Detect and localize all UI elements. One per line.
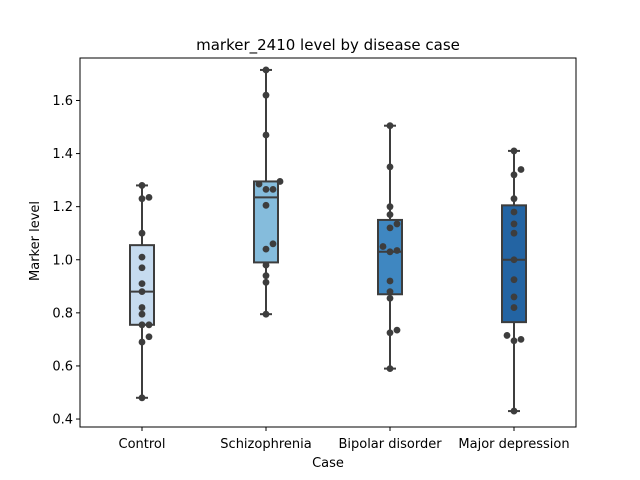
y-tick-label: 0.8 — [52, 306, 73, 321]
data-point — [262, 261, 270, 269]
data-point — [262, 245, 270, 253]
data-point — [262, 272, 270, 280]
data-point — [262, 278, 270, 286]
data-point — [138, 264, 146, 272]
data-point — [269, 186, 277, 193]
data-point — [386, 365, 394, 372]
x-axis-label: Case — [312, 456, 344, 471]
data-point — [510, 407, 518, 415]
data-point — [510, 195, 518, 203]
y-axis-label: Marker level — [28, 201, 43, 281]
data-point — [386, 329, 394, 337]
data-point — [393, 220, 401, 228]
data-point — [517, 335, 525, 343]
data-point — [510, 220, 518, 228]
data-point — [386, 211, 394, 219]
x-tick-label: Control — [119, 437, 166, 452]
x-tick-label: Major depression — [458, 437, 569, 452]
data-point — [517, 166, 525, 173]
y-tick-label: 1.4 — [52, 147, 73, 162]
data-point — [386, 288, 394, 296]
data-point — [145, 333, 153, 341]
data-point — [262, 201, 270, 209]
data-point — [510, 293, 518, 301]
y-tick-label: 1.0 — [52, 253, 73, 268]
data-point — [138, 321, 146, 329]
data-point — [503, 332, 511, 339]
data-point — [510, 337, 518, 345]
data-point — [138, 280, 146, 288]
data-point — [393, 247, 401, 254]
data-point — [262, 310, 270, 318]
data-point — [262, 91, 270, 99]
data-point — [255, 180, 263, 188]
axes-frame — [79, 57, 577, 428]
data-point — [386, 248, 394, 256]
data-point — [386, 122, 394, 130]
data-point — [393, 326, 401, 334]
data-point — [262, 66, 270, 74]
data-point — [145, 321, 153, 329]
data-point — [510, 171, 518, 179]
data-point — [262, 131, 270, 139]
x-tick-label: Bipolar disorder — [338, 437, 442, 452]
y-tick-label: 1.6 — [52, 94, 73, 109]
data-point — [510, 208, 518, 216]
chart-title: marker_2410 level by disease case — [196, 36, 460, 55]
data-point — [145, 193, 153, 201]
data-point — [510, 229, 518, 237]
data-point — [138, 253, 146, 261]
data-point — [386, 163, 394, 171]
data-point — [386, 277, 394, 285]
x-tick-label: Schizophrenia — [220, 437, 311, 452]
data-point — [276, 178, 284, 185]
data-point — [269, 240, 277, 248]
data-point — [138, 338, 146, 346]
data-point — [138, 310, 146, 318]
data-point — [138, 394, 146, 402]
data-point — [138, 195, 146, 203]
data-point — [138, 288, 146, 296]
data-point — [379, 243, 387, 250]
data-point — [386, 294, 394, 302]
y-tick-label: 0.4 — [52, 413, 73, 428]
plot-area: 0.4 0.6 0.8 1.0 1.2 1.4 1.6 Control Schizophreni… — [52, 57, 577, 452]
y-tick-label: 0.6 — [52, 359, 73, 374]
data-point — [510, 276, 518, 284]
data-point — [386, 224, 394, 232]
data-point — [510, 147, 518, 155]
data-point — [262, 186, 270, 193]
data-point — [510, 256, 518, 264]
data-point — [138, 304, 146, 311]
y-tick-label: 1.2 — [52, 200, 73, 215]
data-point — [138, 182, 146, 189]
data-point — [138, 229, 146, 237]
data-point — [386, 203, 394, 211]
data-point — [510, 304, 518, 311]
